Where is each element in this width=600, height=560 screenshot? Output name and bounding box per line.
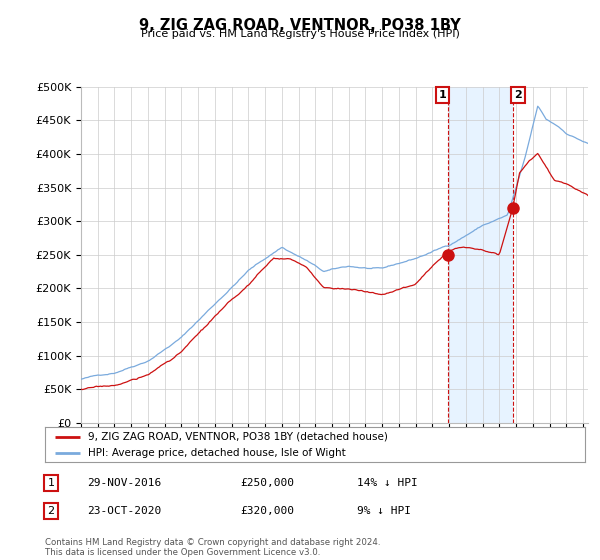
Text: Contains HM Land Registry data © Crown copyright and database right 2024.
This d: Contains HM Land Registry data © Crown c…: [45, 538, 380, 557]
Text: 9, ZIG ZAG ROAD, VENTNOR, PO38 1BY: 9, ZIG ZAG ROAD, VENTNOR, PO38 1BY: [139, 18, 461, 33]
Text: 9% ↓ HPI: 9% ↓ HPI: [357, 506, 411, 516]
Text: 1: 1: [439, 90, 446, 100]
Text: 1: 1: [47, 478, 55, 488]
Text: 29-NOV-2016: 29-NOV-2016: [87, 478, 161, 488]
Text: 2: 2: [514, 90, 522, 100]
Text: 14% ↓ HPI: 14% ↓ HPI: [357, 478, 418, 488]
Text: 2: 2: [47, 506, 55, 516]
Text: 9, ZIG ZAG ROAD, VENTNOR, PO38 1BY (detached house): 9, ZIG ZAG ROAD, VENTNOR, PO38 1BY (deta…: [88, 432, 388, 442]
Text: HPI: Average price, detached house, Isle of Wight: HPI: Average price, detached house, Isle…: [88, 447, 346, 458]
Text: £320,000: £320,000: [240, 506, 294, 516]
Text: 23-OCT-2020: 23-OCT-2020: [87, 506, 161, 516]
Text: Price paid vs. HM Land Registry's House Price Index (HPI): Price paid vs. HM Land Registry's House …: [140, 29, 460, 39]
Bar: [448, 87, 513, 423]
Text: £250,000: £250,000: [240, 478, 294, 488]
